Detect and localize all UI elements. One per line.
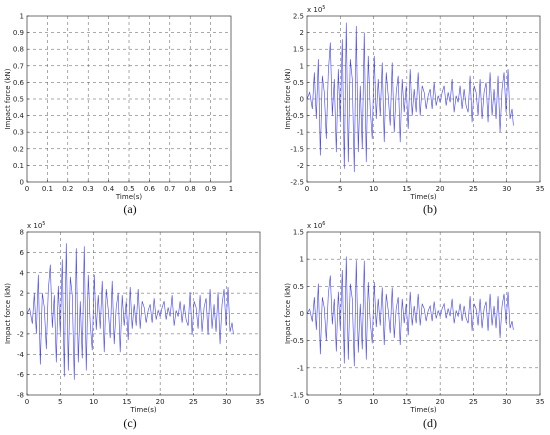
x-tick-label: 0 <box>25 398 29 406</box>
y-tick-label: 0 <box>20 310 24 318</box>
y-axis-label: Impact force (kN) <box>4 68 12 129</box>
y-tick-label: -1.5 <box>290 145 304 153</box>
x-tick-label: 10 <box>89 398 98 406</box>
y-tick-label: 1.5 <box>293 229 304 237</box>
y-tick-label: -6 <box>17 371 25 379</box>
chart-panel: 0 5 10 15 20 25 30 35 -2.5 -2 -1.5 -1 -0.5 0 0.5 1 1.5 2 2… <box>284 5 544 216</box>
panel-label: (d) <box>423 416 437 430</box>
y-axis-label: Impact force (kN) <box>4 283 12 344</box>
y-axis-label: Impact force (kN) <box>284 68 292 129</box>
x-tick-label: 0.5 <box>123 185 134 193</box>
x-axis-label: Time(s) <box>115 193 143 201</box>
x-tick-label: 10 <box>369 398 378 406</box>
y-tick-label: 0.8 <box>13 46 24 54</box>
x-axis-label: Time(s) <box>129 406 157 414</box>
y-tick-label: 0.4 <box>13 112 25 120</box>
x-tick-label: 1 <box>229 185 233 193</box>
x-tick-label: 35 <box>536 398 545 406</box>
panel-label: (c) <box>123 416 136 430</box>
x-tick-label: 30 <box>502 185 511 193</box>
axis-multiplier-exponent: 5 <box>322 5 325 11</box>
x-tick-label: 0.3 <box>83 185 94 193</box>
chart-panel: 0 5 10 15 20 25 30 35 -1.5 -1 -0.5 0 0.5 1 1.5 Time(s) I… <box>284 221 544 430</box>
x-tick-label: 0.1 <box>42 185 53 193</box>
y-tick-label: -2 <box>17 330 24 338</box>
x-tick-label: 15 <box>122 398 131 406</box>
x-tick-label: 0.8 <box>185 185 196 193</box>
x-tick-label: 0.6 <box>144 185 156 193</box>
y-tick-label: -8 <box>17 392 24 400</box>
x-tick-label: 20 <box>436 398 445 406</box>
y-tick-label: 1 <box>300 256 304 264</box>
axis-multiplier-exponent: 6 <box>322 221 325 227</box>
y-tick-label: 0 <box>300 310 304 318</box>
y-tick-label: -2 <box>297 162 304 170</box>
y-tick-label: 0.9 <box>13 29 24 37</box>
y-tick-label: 4 <box>20 269 25 277</box>
y-tick-label: 1 <box>300 62 304 70</box>
x-tick-label: 5 <box>338 398 342 406</box>
x-tick-label: 0.2 <box>62 185 73 193</box>
chart-panel: 0 5 10 15 20 25 30 35 -8 -6 -4 -2 0 2 4 6 8 Time(s) Impact… <box>4 221 264 430</box>
y-tick-label: 0 <box>300 96 304 104</box>
x-tick-label: 25 <box>189 398 198 406</box>
x-tick-label: 0 <box>25 185 29 193</box>
x-tick-label: 0.9 <box>205 185 216 193</box>
y-tick-label: 0.6 <box>13 79 25 87</box>
panel-label: (b) <box>423 202 437 216</box>
y-tick-label: 0 <box>20 179 24 187</box>
y-tick-label: 1 <box>20 13 24 21</box>
series-line <box>306 22 514 173</box>
x-tick-label: 15 <box>402 398 411 406</box>
x-tick-label: 35 <box>536 185 545 193</box>
y-tick-label: 0.1 <box>13 162 24 170</box>
x-tick-label: 0 <box>305 185 309 193</box>
y-tick-label: -0.5 <box>290 337 304 345</box>
x-tick-label: 20 <box>436 185 445 193</box>
y-tick-label: -2.5 <box>290 179 304 187</box>
y-tick-label: 0.5 <box>13 96 24 104</box>
y-tick-label: 6 <box>20 249 25 257</box>
x-axis-label: Time(s) <box>409 406 437 414</box>
y-tick-label: 2 <box>300 29 304 37</box>
x-tick-label: 20 <box>156 398 165 406</box>
axis-multiplier: x 105 <box>27 221 45 230</box>
x-tick-label: 15 <box>402 185 411 193</box>
y-tick-label: 2.5 <box>293 13 304 21</box>
y-tick-label: -1.5 <box>290 392 304 400</box>
x-tick-label: 30 <box>222 398 231 406</box>
x-tick-label: 5 <box>58 398 62 406</box>
axis-multiplier-exponent: 5 <box>42 221 45 227</box>
x-tick-label: 25 <box>469 185 478 193</box>
x-tick-label: 0.7 <box>164 185 175 193</box>
y-tick-label: 8 <box>20 229 24 237</box>
axis-multiplier: x 105 <box>307 5 325 14</box>
x-tick-label: 0 <box>305 398 309 406</box>
x-tick-label: 25 <box>469 398 478 406</box>
y-tick-label: -1 <box>297 129 304 137</box>
x-axis-label: Time(s) <box>409 193 437 201</box>
panel-label: (a) <box>123 202 136 216</box>
y-tick-label: -0.5 <box>290 112 304 120</box>
y-tick-label: -4 <box>17 351 25 359</box>
y-tick-label: 0.5 <box>293 79 304 87</box>
y-tick-label: 0.3 <box>13 129 24 137</box>
y-tick-label: -1 <box>297 364 304 372</box>
series-line <box>26 243 234 380</box>
series-line <box>306 256 514 367</box>
y-tick-label: 0.5 <box>293 283 304 291</box>
axis-multiplier: x 106 <box>307 221 325 230</box>
x-tick-label: 5 <box>338 185 342 193</box>
y-tick-label: 0.7 <box>13 62 24 70</box>
x-tick-label: 35 <box>256 398 265 406</box>
y-axis-label: Impact force (kN) <box>284 283 292 344</box>
x-tick-label: 30 <box>502 398 511 406</box>
x-tick-label: 0.4 <box>103 185 115 193</box>
y-tick-label: 1.5 <box>293 46 304 54</box>
y-tick-label: 2 <box>20 290 24 298</box>
y-tick-label: 0.2 <box>13 145 24 153</box>
chart-panel: 0 0.1 0.2 0.3 0.4 0.5 0.6 0.7 0.8 0.9 1 0 0.1 0.2 0.3 0… <box>4 13 233 217</box>
x-tick-label: 10 <box>369 185 378 193</box>
